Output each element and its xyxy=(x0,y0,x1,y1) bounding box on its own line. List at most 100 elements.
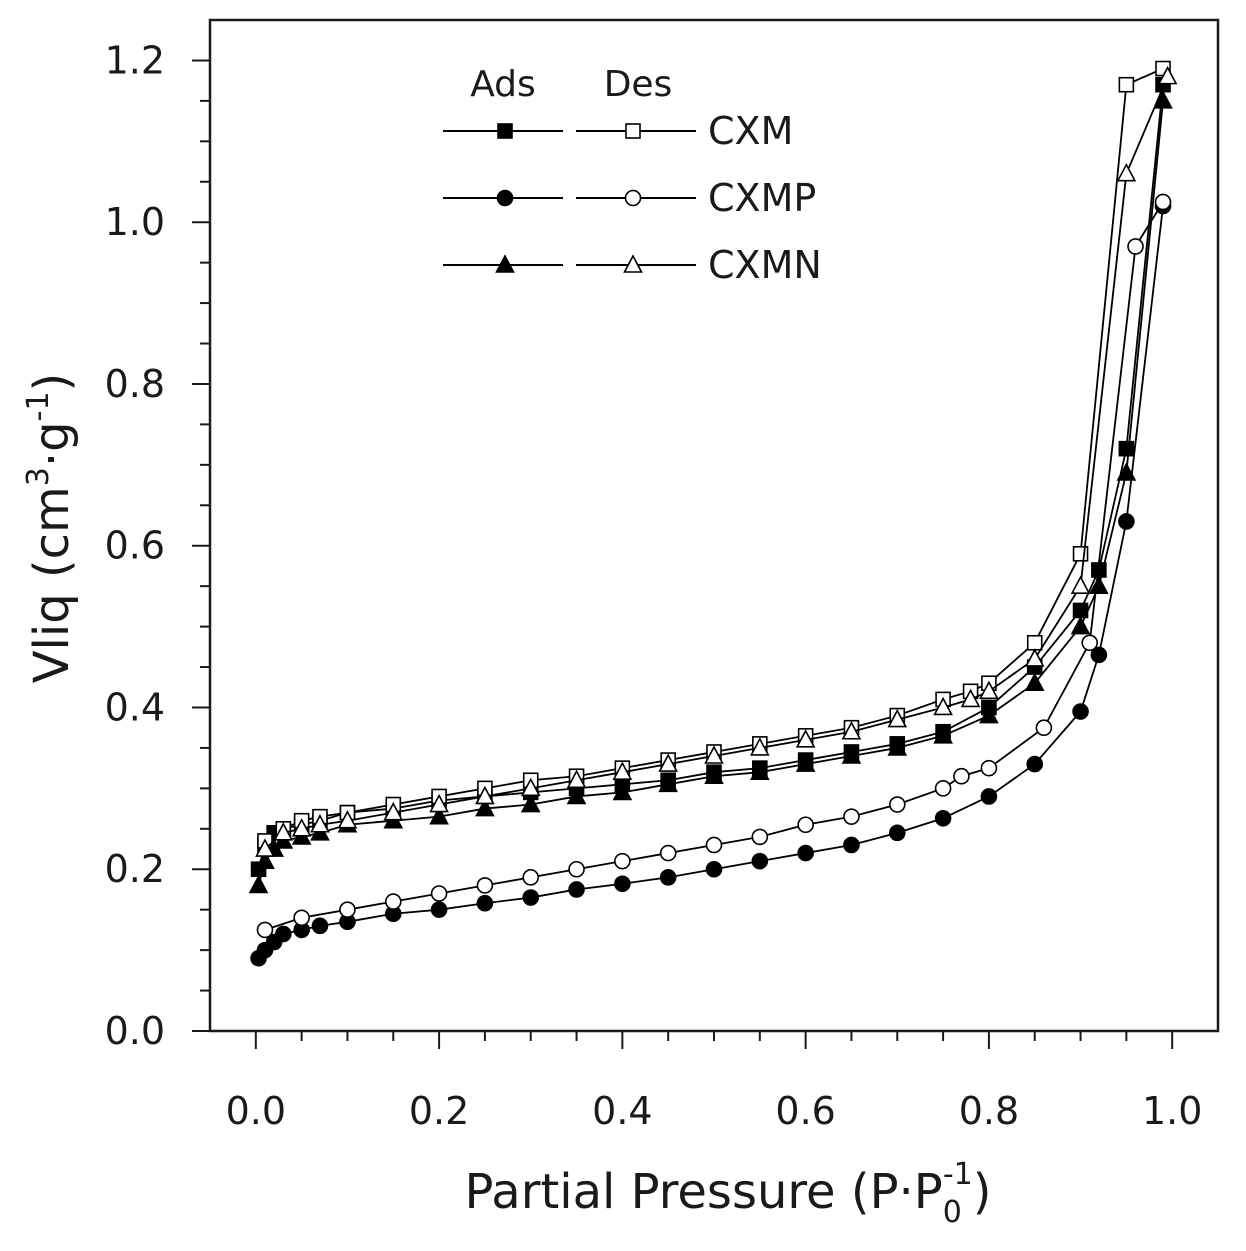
axis-ticks: 0.0 0.2 0.4 0.6 0.8 1.0 0.0 0.2 0.4 0.6 0.8 1.0 1.2 xyxy=(105,38,1203,1133)
data-point xyxy=(1153,90,1173,109)
data-point xyxy=(612,781,633,801)
legend-entry-cxmp: CXMP xyxy=(443,176,816,220)
y-tick-label: 0.0 xyxy=(105,1009,165,1053)
data-point xyxy=(979,680,999,700)
x-axis-label: Partial Pressure (P·P0-1) xyxy=(465,1157,992,1230)
data-point xyxy=(293,909,310,927)
data-point xyxy=(659,869,677,886)
series-cxmp-ads xyxy=(250,197,1172,967)
data-point xyxy=(429,793,449,813)
data-point xyxy=(1116,462,1137,481)
data-point xyxy=(383,801,404,821)
data-point xyxy=(953,767,970,785)
data-point xyxy=(255,850,275,869)
y-tick-label: 0.8 xyxy=(105,362,165,406)
x-tick-label: 0.6 xyxy=(775,1089,835,1133)
data-point xyxy=(1154,193,1172,211)
legend-label: CXMN xyxy=(708,243,822,287)
data-point xyxy=(1026,634,1043,651)
legend-des-marker xyxy=(625,123,641,139)
series-cxmp-des xyxy=(256,193,1172,939)
data-point xyxy=(568,881,585,898)
data-point xyxy=(749,761,770,780)
data-point xyxy=(1035,719,1053,737)
series-line xyxy=(264,201,1164,931)
data-point xyxy=(841,745,862,764)
legend-entry-cxm: CXM xyxy=(443,109,793,153)
data-point xyxy=(797,844,814,862)
data-point xyxy=(522,869,540,886)
data-point xyxy=(887,708,908,728)
data-point xyxy=(1070,575,1091,594)
x-tick-label: 0.8 xyxy=(959,1089,1019,1133)
data-point xyxy=(255,838,275,857)
data-point xyxy=(887,737,908,756)
data-point xyxy=(429,805,449,825)
legend-ads-marker xyxy=(497,123,513,139)
data-point xyxy=(888,796,906,813)
data-point xyxy=(1118,513,1135,530)
legend-des-header: Des xyxy=(604,64,673,105)
data-point xyxy=(658,773,679,793)
y-tick-label: 0.4 xyxy=(105,685,165,729)
data-point xyxy=(475,797,495,817)
data-point xyxy=(1072,703,1089,720)
data-point xyxy=(933,725,953,744)
data-point xyxy=(1024,648,1045,667)
data-point xyxy=(566,769,587,789)
data-point xyxy=(1090,646,1108,664)
y-axis-label-close: ) xyxy=(24,373,80,392)
y-tick-label: 1.2 xyxy=(105,38,165,82)
data-point xyxy=(934,809,952,827)
data-point xyxy=(1026,755,1044,773)
data-point xyxy=(384,893,402,910)
data-point xyxy=(980,759,998,777)
data-point xyxy=(430,885,448,902)
data-point xyxy=(522,889,540,906)
data-point xyxy=(751,852,769,870)
data-point xyxy=(311,917,329,935)
data-point xyxy=(1116,162,1137,182)
data-point xyxy=(888,824,906,842)
data-point xyxy=(979,704,999,724)
data-point xyxy=(310,814,330,833)
data-point xyxy=(795,729,816,748)
data-point xyxy=(843,808,860,825)
data-point xyxy=(934,780,952,797)
legend-label: CXM xyxy=(708,109,793,153)
data-point xyxy=(1081,634,1099,652)
data-point xyxy=(248,874,269,894)
data-point xyxy=(704,745,724,764)
legend-entry-cxmn: CXMN xyxy=(443,243,822,287)
data-point xyxy=(273,822,294,841)
series-cxmn-des xyxy=(255,65,1178,857)
x-axis-label-close: ) xyxy=(973,1164,992,1220)
data-point xyxy=(520,793,541,813)
y-tick-label: 0.2 xyxy=(105,847,165,891)
data-point xyxy=(705,860,723,878)
data-point xyxy=(933,696,953,716)
legend-ads-marker xyxy=(496,189,514,207)
data-point xyxy=(751,828,769,846)
data-point xyxy=(960,688,981,708)
x-tick-label: 0.4 xyxy=(592,1089,652,1133)
data-point xyxy=(1070,615,1091,635)
data-point xyxy=(520,777,541,797)
data-point xyxy=(1157,65,1178,85)
legend-ads-marker xyxy=(495,254,515,273)
data-point xyxy=(843,836,860,854)
data-point xyxy=(1118,440,1135,457)
legend: Ads Des CXM CXMP CXMN xyxy=(443,64,822,287)
data-point xyxy=(795,753,816,772)
y-tick-label: 1.0 xyxy=(105,200,165,244)
data-point xyxy=(566,785,587,805)
series-layer xyxy=(248,60,1178,967)
data-point xyxy=(659,844,677,862)
data-point xyxy=(430,901,448,918)
data-point xyxy=(568,860,585,878)
legend-des-marker xyxy=(623,254,643,273)
data-point xyxy=(614,875,631,893)
data-point xyxy=(749,737,770,756)
data-point xyxy=(1118,76,1135,93)
x-axis-label-sub: 0 xyxy=(943,1195,962,1230)
